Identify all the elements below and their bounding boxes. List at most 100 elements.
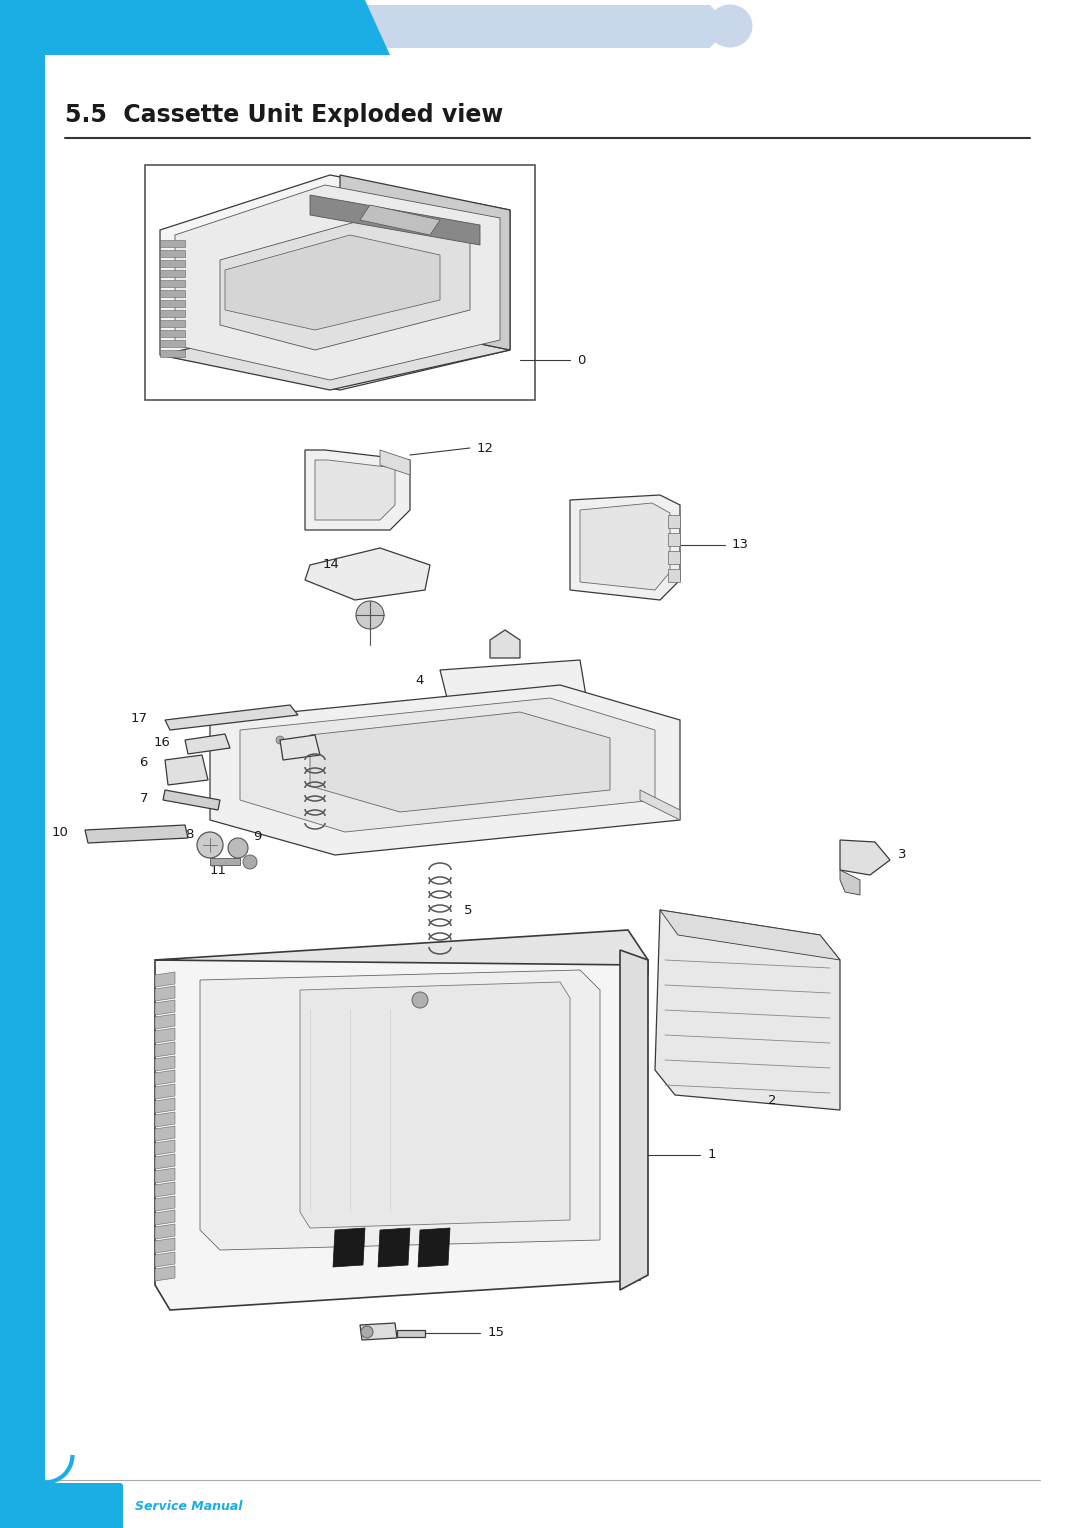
Polygon shape	[156, 1210, 175, 1225]
Polygon shape	[156, 1028, 175, 1044]
Polygon shape	[160, 315, 510, 390]
Polygon shape	[156, 1196, 175, 1212]
Polygon shape	[163, 790, 220, 810]
Text: 5-10: 5-10	[69, 1502, 97, 1513]
Polygon shape	[160, 319, 185, 327]
Polygon shape	[160, 260, 185, 267]
Polygon shape	[840, 840, 890, 876]
Polygon shape	[160, 270, 185, 277]
Polygon shape	[310, 196, 480, 244]
Polygon shape	[156, 986, 175, 1001]
Polygon shape	[418, 1229, 450, 1267]
Text: Service Manual: Service Manual	[135, 1500, 243, 1514]
Circle shape	[228, 837, 248, 859]
Text: 9: 9	[253, 830, 261, 842]
Polygon shape	[156, 999, 175, 1015]
Polygon shape	[85, 825, 188, 843]
Text: 15: 15	[488, 1326, 505, 1340]
Polygon shape	[240, 698, 654, 833]
Text: 14: 14	[323, 559, 340, 571]
Polygon shape	[0, 1420, 45, 1528]
Polygon shape	[225, 235, 440, 330]
Polygon shape	[0, 1430, 45, 1528]
Polygon shape	[380, 451, 410, 475]
Text: 4: 4	[415, 674, 423, 686]
Polygon shape	[145, 165, 535, 400]
Polygon shape	[160, 299, 185, 307]
Polygon shape	[280, 735, 320, 759]
Polygon shape	[360, 205, 440, 235]
Polygon shape	[580, 503, 670, 590]
Text: 8: 8	[185, 828, 193, 842]
Ellipse shape	[707, 5, 753, 47]
Polygon shape	[156, 1070, 175, 1085]
Polygon shape	[165, 704, 298, 730]
Text: 5.5  Cassette Unit Exploded view: 5.5 Cassette Unit Exploded view	[65, 102, 503, 127]
Polygon shape	[640, 790, 680, 821]
Polygon shape	[156, 1112, 175, 1128]
Polygon shape	[378, 1229, 410, 1267]
Polygon shape	[305, 549, 430, 601]
Polygon shape	[160, 310, 185, 316]
Polygon shape	[160, 290, 185, 296]
Polygon shape	[156, 931, 648, 975]
Polygon shape	[156, 1126, 175, 1141]
Text: 7: 7	[139, 792, 148, 805]
Polygon shape	[620, 950, 648, 1290]
Polygon shape	[397, 1329, 426, 1337]
Text: 18: 18	[253, 732, 270, 744]
Polygon shape	[160, 330, 185, 338]
Text: 6: 6	[139, 755, 148, 769]
Polygon shape	[156, 1056, 175, 1071]
Text: 5: 5	[286, 752, 295, 764]
Polygon shape	[156, 1154, 175, 1169]
Polygon shape	[210, 685, 680, 856]
Polygon shape	[156, 1251, 175, 1267]
Polygon shape	[156, 1015, 175, 1028]
Text: 2: 2	[768, 1094, 777, 1106]
Polygon shape	[654, 911, 840, 1109]
Text: 11: 11	[210, 863, 227, 877]
Polygon shape	[315, 460, 395, 520]
Polygon shape	[160, 350, 185, 358]
Polygon shape	[220, 215, 470, 350]
Text: 16: 16	[153, 735, 170, 749]
Polygon shape	[669, 552, 680, 564]
Polygon shape	[185, 733, 230, 753]
Polygon shape	[300, 983, 570, 1229]
Polygon shape	[156, 1224, 175, 1239]
Polygon shape	[200, 970, 600, 1250]
Polygon shape	[160, 176, 510, 390]
Polygon shape	[160, 280, 185, 287]
Polygon shape	[156, 1083, 175, 1099]
Circle shape	[197, 833, 222, 859]
Circle shape	[243, 856, 257, 869]
Polygon shape	[156, 1183, 175, 1196]
Polygon shape	[156, 1042, 175, 1057]
Text: 13: 13	[732, 538, 750, 552]
Text: 1: 1	[708, 1149, 716, 1161]
Circle shape	[291, 746, 299, 753]
Polygon shape	[156, 950, 640, 1309]
Text: 3: 3	[897, 848, 906, 862]
Text: 5: 5	[464, 903, 473, 917]
Polygon shape	[175, 185, 500, 380]
Circle shape	[411, 992, 428, 1008]
Polygon shape	[350, 5, 730, 47]
Circle shape	[361, 1326, 373, 1339]
Text: 0: 0	[577, 353, 585, 367]
Polygon shape	[156, 972, 175, 987]
Polygon shape	[156, 1267, 175, 1280]
Polygon shape	[156, 1167, 175, 1183]
Polygon shape	[310, 712, 610, 811]
Polygon shape	[160, 341, 185, 347]
Text: 12: 12	[477, 442, 494, 454]
Polygon shape	[669, 515, 680, 529]
Polygon shape	[840, 869, 860, 895]
Circle shape	[276, 736, 284, 744]
Polygon shape	[156, 1140, 175, 1155]
Polygon shape	[156, 1099, 175, 1112]
Text: 17: 17	[131, 712, 148, 724]
Polygon shape	[360, 1323, 397, 1340]
Polygon shape	[570, 495, 680, 601]
